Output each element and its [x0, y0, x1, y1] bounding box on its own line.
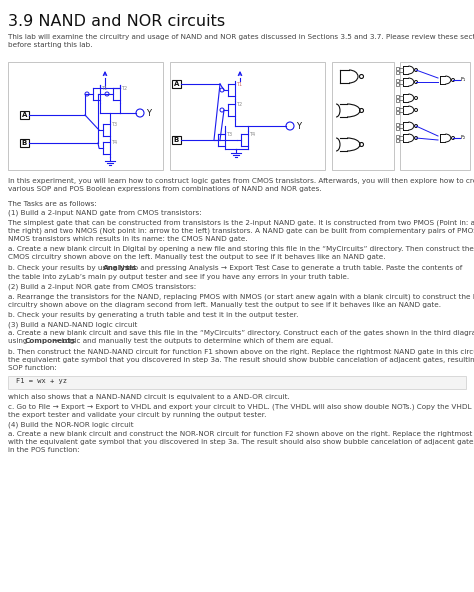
Bar — [332, 62, 394, 170]
Bar — [396, 82, 399, 85]
Text: a. Create a new blank circuit in Digital by opening a new file and storing this : a. Create a new blank circuit in Digital… — [8, 246, 474, 260]
Text: c. Go to File → Export → Export to VHDL and export your circuit to VHDL. (The VH: c. Go to File → Export → Export to VHDL … — [8, 403, 474, 417]
Text: The simplest gate that can be constructed from transistors is the 2-input NAND g: The simplest gate that can be constructe… — [8, 219, 474, 242]
Bar — [8, 376, 466, 389]
Text: Y: Y — [146, 109, 151, 118]
Text: a. Create a new blank circuit and construct the NOR-NOR circuit for function F2 : a. Create a new blank circuit and constr… — [8, 431, 474, 453]
Text: A: A — [173, 81, 179, 87]
Text: the table into zyLab’s main py output tester and see if you have any errors in y: the table into zyLab’s main py output te… — [8, 274, 349, 279]
Bar — [172, 80, 181, 88]
Text: B: B — [173, 137, 179, 143]
Bar — [396, 70, 399, 73]
Bar — [396, 134, 399, 137]
Text: b. Check your results by using the: b. Check your results by using the — [8, 265, 134, 271]
Bar — [172, 136, 181, 144]
Text: (3) Build a NAND-NAND logic circuit: (3) Build a NAND-NAND logic circuit — [8, 321, 137, 327]
Bar — [20, 111, 29, 119]
Text: (1) Build a 2-input NAND gate from CMOS transistors:: (1) Build a 2-input NAND gate from CMOS … — [8, 210, 202, 217]
Text: → Logic and manually test the outputs to determine which of them are equal.: → Logic and manually test the outputs to… — [51, 339, 333, 345]
Text: 3.9 NAND and NOR circuits: 3.9 NAND and NOR circuits — [8, 14, 225, 29]
Text: Components: Components — [24, 339, 75, 345]
Bar — [396, 127, 399, 130]
Text: Y: Y — [296, 122, 301, 131]
Text: T3: T3 — [226, 132, 232, 137]
Text: (4) Build the NOR-NOR logic circuit: (4) Build the NOR-NOR logic circuit — [8, 422, 134, 429]
Text: F₁: F₁ — [461, 77, 466, 82]
Bar — [396, 98, 399, 101]
Text: b. Then construct the NAND-NAND circuit for function F1 shown above on the right: b. Then construct the NAND-NAND circuit … — [8, 349, 474, 371]
Text: A: A — [21, 112, 27, 118]
Text: a. Create a new blank circuit and save this file in the “MyCircuits” directory. : a. Create a new blank circuit and save t… — [8, 330, 474, 336]
Bar — [170, 62, 325, 170]
Bar — [396, 111, 399, 114]
Bar — [396, 107, 399, 110]
Text: T4: T4 — [249, 132, 255, 137]
Text: which also shows that a NAND-NAND circuit is equivalent to a AND-OR circuit.: which also shows that a NAND-NAND circui… — [8, 394, 290, 400]
Text: (2) Build a 2-input NOR gate from CMOS transistors:: (2) Build a 2-input NOR gate from CMOS t… — [8, 284, 196, 291]
Text: B: B — [21, 140, 27, 146]
Text: T3: T3 — [111, 122, 117, 127]
Text: T4: T4 — [111, 140, 117, 145]
Text: a. Rearrange the transistors for the NAND, replacing PMOS with NMOS (or start an: a. Rearrange the transistors for the NAN… — [8, 293, 474, 307]
Text: F₂: F₂ — [461, 135, 466, 140]
Bar — [396, 66, 399, 69]
Text: Analysis: Analysis — [103, 265, 137, 271]
Bar — [396, 123, 399, 126]
Text: In this experiment, you will learn how to construct logic gates from CMOS transi: In this experiment, you will learn how t… — [8, 178, 474, 192]
Bar — [396, 79, 399, 82]
Text: T1: T1 — [236, 82, 242, 87]
Text: T2: T2 — [236, 102, 242, 107]
Bar — [8, 62, 163, 170]
Text: F1 = wx + yz: F1 = wx + yz — [16, 378, 67, 384]
Bar — [396, 95, 399, 98]
Bar — [396, 139, 399, 141]
Bar — [20, 139, 29, 147]
Text: b. Check your results by generating a truth table and test it in the output test: b. Check your results by generating a tr… — [8, 312, 298, 318]
Text: T2: T2 — [121, 86, 127, 91]
Text: tab and pressing Analysis → Export Test Case to generate a truth table. Paste th: tab and pressing Analysis → Export Test … — [124, 265, 463, 271]
Text: This lab will examine the circuitry and usage of NAND and NOR gates discussed in: This lab will examine the circuitry and … — [8, 34, 474, 49]
Text: The Tasks are as follows:: The Tasks are as follows: — [8, 201, 97, 207]
Bar — [400, 62, 470, 170]
Text: T1: T1 — [101, 86, 107, 91]
Text: using: using — [8, 339, 30, 345]
